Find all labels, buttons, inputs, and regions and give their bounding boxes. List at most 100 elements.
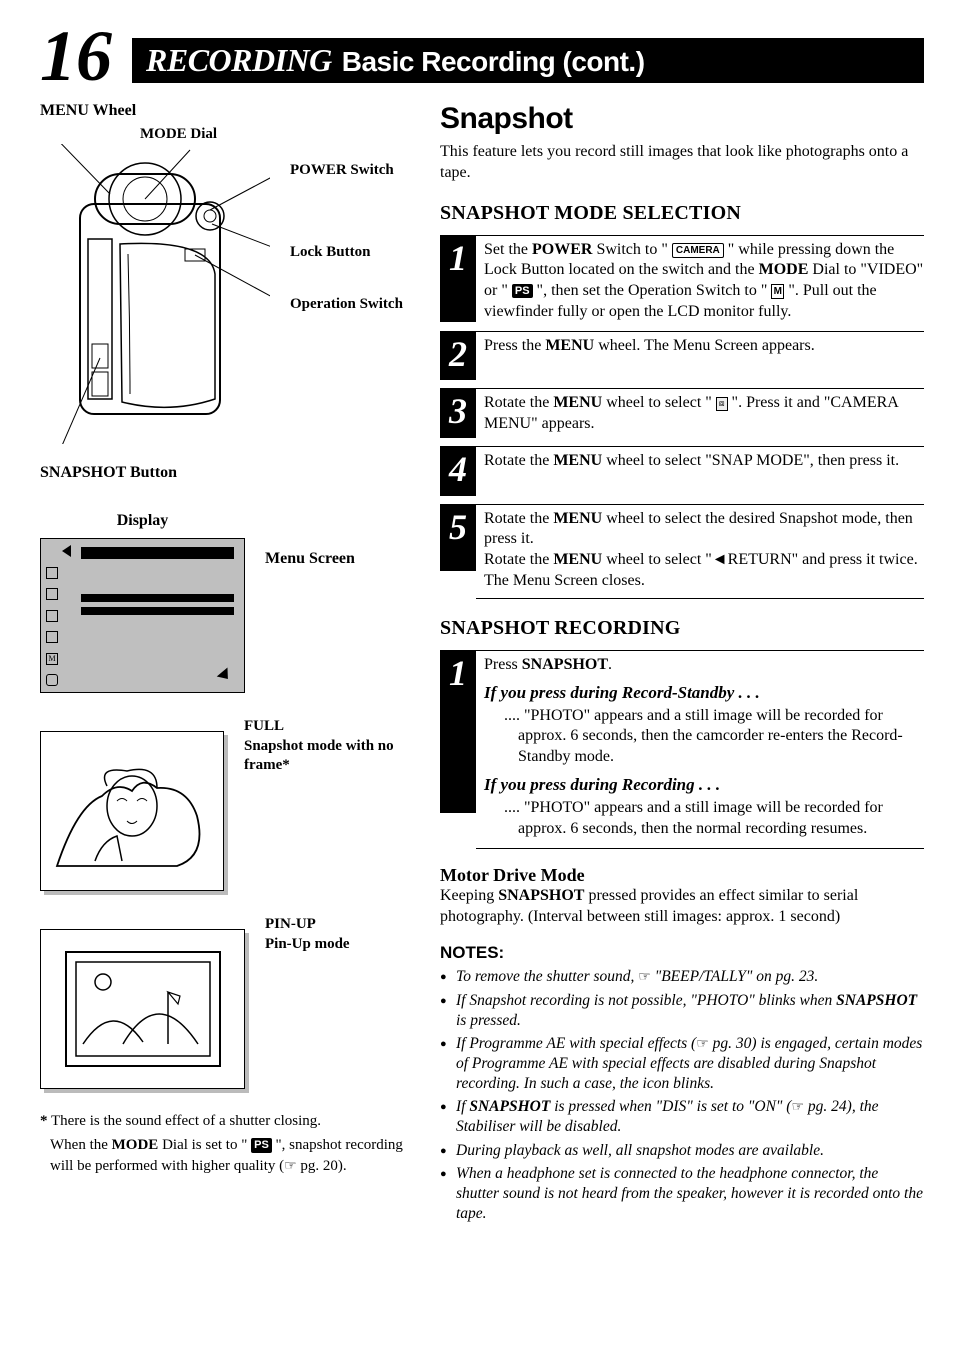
display-icon bbox=[46, 631, 58, 643]
full-mode-desc: Snapshot mode with no frame* bbox=[244, 737, 410, 776]
menu-wheel-label: MENU Wheel bbox=[40, 102, 410, 120]
note-item: If Snapshot recording is not possible, "… bbox=[440, 991, 924, 1031]
step-text: Rotate the bbox=[484, 510, 553, 527]
step-text-bold: POWER bbox=[532, 241, 592, 258]
menu-screen-display: M bbox=[40, 538, 245, 693]
step-text: wheel. The Menu Screen appears. bbox=[594, 337, 815, 354]
left-triangle-icon bbox=[62, 545, 71, 557]
ps-icon: PS bbox=[512, 284, 533, 298]
footnote-text-2b: Dial is set to " bbox=[158, 1137, 251, 1153]
step-text: Rotate the bbox=[484, 394, 553, 411]
m-icon: M bbox=[771, 284, 784, 299]
banner-category: RECORDING bbox=[146, 42, 332, 79]
step-text-bold: MENU bbox=[553, 551, 602, 568]
footnote-star: * bbox=[40, 1113, 48, 1129]
display-icon bbox=[46, 674, 58, 686]
note-item: To remove the shutter sound, ☞ "BEEP/TAL… bbox=[440, 967, 924, 987]
motor-text-bold: SNAPSHOT bbox=[498, 887, 584, 904]
step-body: Press SNAPSHOT. If you press during Reco… bbox=[476, 650, 924, 849]
step-1: 1 Set the POWER Switch to " CAMERA " whi… bbox=[440, 235, 924, 323]
step-number: 1 bbox=[440, 235, 476, 323]
full-mode-illustration bbox=[40, 731, 224, 891]
note-item: If Programme AE with special effects (☞ … bbox=[440, 1034, 924, 1094]
display-bar bbox=[81, 607, 234, 615]
footnote: * There is the sound effect of a shutter… bbox=[40, 1111, 410, 1176]
banner-subtitle: Basic Recording (cont.) bbox=[342, 46, 645, 78]
step-2: 2 Press the MENU wheel. The Menu Screen … bbox=[440, 331, 924, 381]
note-item: When a headphone set is connected to the… bbox=[440, 1164, 924, 1224]
note-text: is pressed. bbox=[456, 1012, 521, 1029]
step-number: 3 bbox=[440, 388, 476, 438]
step-number: 4 bbox=[440, 446, 476, 496]
step-number: 2 bbox=[440, 331, 476, 381]
ps-icon: PS bbox=[251, 1138, 272, 1153]
note-text: During playback as well, all snapshot mo… bbox=[456, 1142, 824, 1159]
note-text-bold: SNAPSHOT bbox=[836, 992, 917, 1009]
step-text-bold: SNAPSHOT bbox=[522, 656, 608, 673]
full-mode-name: FULL bbox=[244, 717, 410, 737]
notes-title: NOTES: bbox=[440, 943, 924, 963]
left-column: MENU Wheel MODE Dial POWER Switch Lock B… bbox=[40, 102, 410, 1227]
menu-screen-label: Menu Screen bbox=[265, 550, 355, 568]
note-text: If Snapshot recording is not possible, "… bbox=[456, 992, 836, 1009]
display-icon bbox=[46, 567, 58, 579]
step-text: wheel to select " bbox=[602, 394, 716, 411]
motor-drive-text: Keeping SNAPSHOT pressed provides an eff… bbox=[440, 886, 924, 928]
pointer-icon: ☞ bbox=[284, 1159, 297, 1174]
step-text: Switch to " bbox=[592, 241, 671, 258]
recording-subheading: If you press during Recording . . . bbox=[484, 774, 924, 796]
note-item: During playback as well, all snapshot mo… bbox=[440, 1141, 924, 1161]
step-text: . bbox=[608, 656, 612, 673]
snapshot-intro: This feature lets you record still image… bbox=[440, 142, 924, 184]
pinup-mode-caption: PIN-UP Pin-Up mode bbox=[265, 915, 350, 954]
pointer-icon: ☞ bbox=[696, 1037, 709, 1052]
step-body: Rotate the MENU wheel to select the desi… bbox=[476, 504, 924, 599]
recording-step-1: 1 Press SNAPSHOT. If you press during Re… bbox=[440, 650, 924, 849]
step-number: 1 bbox=[440, 650, 476, 814]
note-text: "BEEP/TALLY" on pg. 23. bbox=[651, 968, 818, 985]
note-text: If bbox=[456, 1098, 469, 1115]
pinup-mode-desc: Pin-Up mode bbox=[265, 935, 350, 955]
step-text-bold: MODE bbox=[759, 261, 809, 278]
step-text: Rotate the bbox=[484, 551, 553, 568]
display-label: Display bbox=[40, 512, 245, 530]
step-5: 5 Rotate the MENU wheel to select the de… bbox=[440, 504, 924, 599]
right-column: Snapshot This feature lets you record st… bbox=[440, 102, 924, 1227]
footnote-mode-word: MODE bbox=[112, 1137, 159, 1153]
full-mode-caption: FULL Snapshot mode with no frame* bbox=[244, 717, 410, 776]
display-icon bbox=[46, 610, 58, 622]
step-text: Press bbox=[484, 656, 522, 673]
step-number: 5 bbox=[440, 504, 476, 572]
step-4: 4 Rotate the MENU wheel to select "SNAP … bbox=[440, 446, 924, 496]
motor-drive-title: Motor Drive Mode bbox=[440, 865, 924, 886]
mode-selection-heading: SNAPSHOT MODE SELECTION bbox=[440, 202, 924, 225]
note-text: is pressed when "DIS" is set to "ON" ( bbox=[550, 1098, 791, 1115]
pinup-mode-name: PIN-UP bbox=[265, 915, 350, 935]
step-text: ", then set the Operation Switch to " bbox=[533, 282, 772, 299]
step-body: Press the MENU wheel. The Menu Screen ap… bbox=[476, 331, 924, 357]
step-text: Press the bbox=[484, 337, 545, 354]
recording-text: .... "PHOTO" appears and a still image w… bbox=[504, 798, 924, 840]
operation-switch-label: Operation Switch bbox=[290, 296, 403, 313]
footnote-text-1: There is the sound effect of a shutter c… bbox=[51, 1113, 321, 1129]
note-text: If Programme AE with special effects ( bbox=[456, 1035, 696, 1052]
corner-triangle-icon bbox=[217, 668, 234, 684]
standby-subheading: If you press during Record-Standby . . . bbox=[484, 682, 924, 704]
display-icon bbox=[46, 588, 58, 600]
footnote-text-2d: pg. 20). bbox=[297, 1158, 347, 1174]
step-3: 3 Rotate the MENU wheel to select " ⧈ ".… bbox=[440, 388, 924, 438]
step-text-bold: MENU bbox=[553, 394, 602, 411]
power-switch-label: POWER Switch bbox=[290, 162, 394, 179]
note-text: When a headphone set is connected to the… bbox=[456, 1165, 923, 1222]
step-text: Set the bbox=[484, 241, 532, 258]
pinup-mode-illustration bbox=[40, 929, 245, 1089]
display-bar bbox=[81, 547, 234, 559]
step-text: wheel to select "SNAP MODE", then press … bbox=[602, 452, 899, 469]
standby-text: .... "PHOTO" appears and a still image w… bbox=[504, 706, 924, 768]
note-text: To remove the shutter sound, bbox=[456, 968, 638, 985]
footnote-text-2a: When the bbox=[50, 1137, 112, 1153]
step-text-bold: MENU bbox=[553, 452, 602, 469]
step-body: Set the POWER Switch to " CAMERA " while… bbox=[476, 235, 924, 323]
recording-heading: SNAPSHOT RECORDING bbox=[440, 617, 924, 640]
step-text-bold: MENU bbox=[545, 337, 594, 354]
